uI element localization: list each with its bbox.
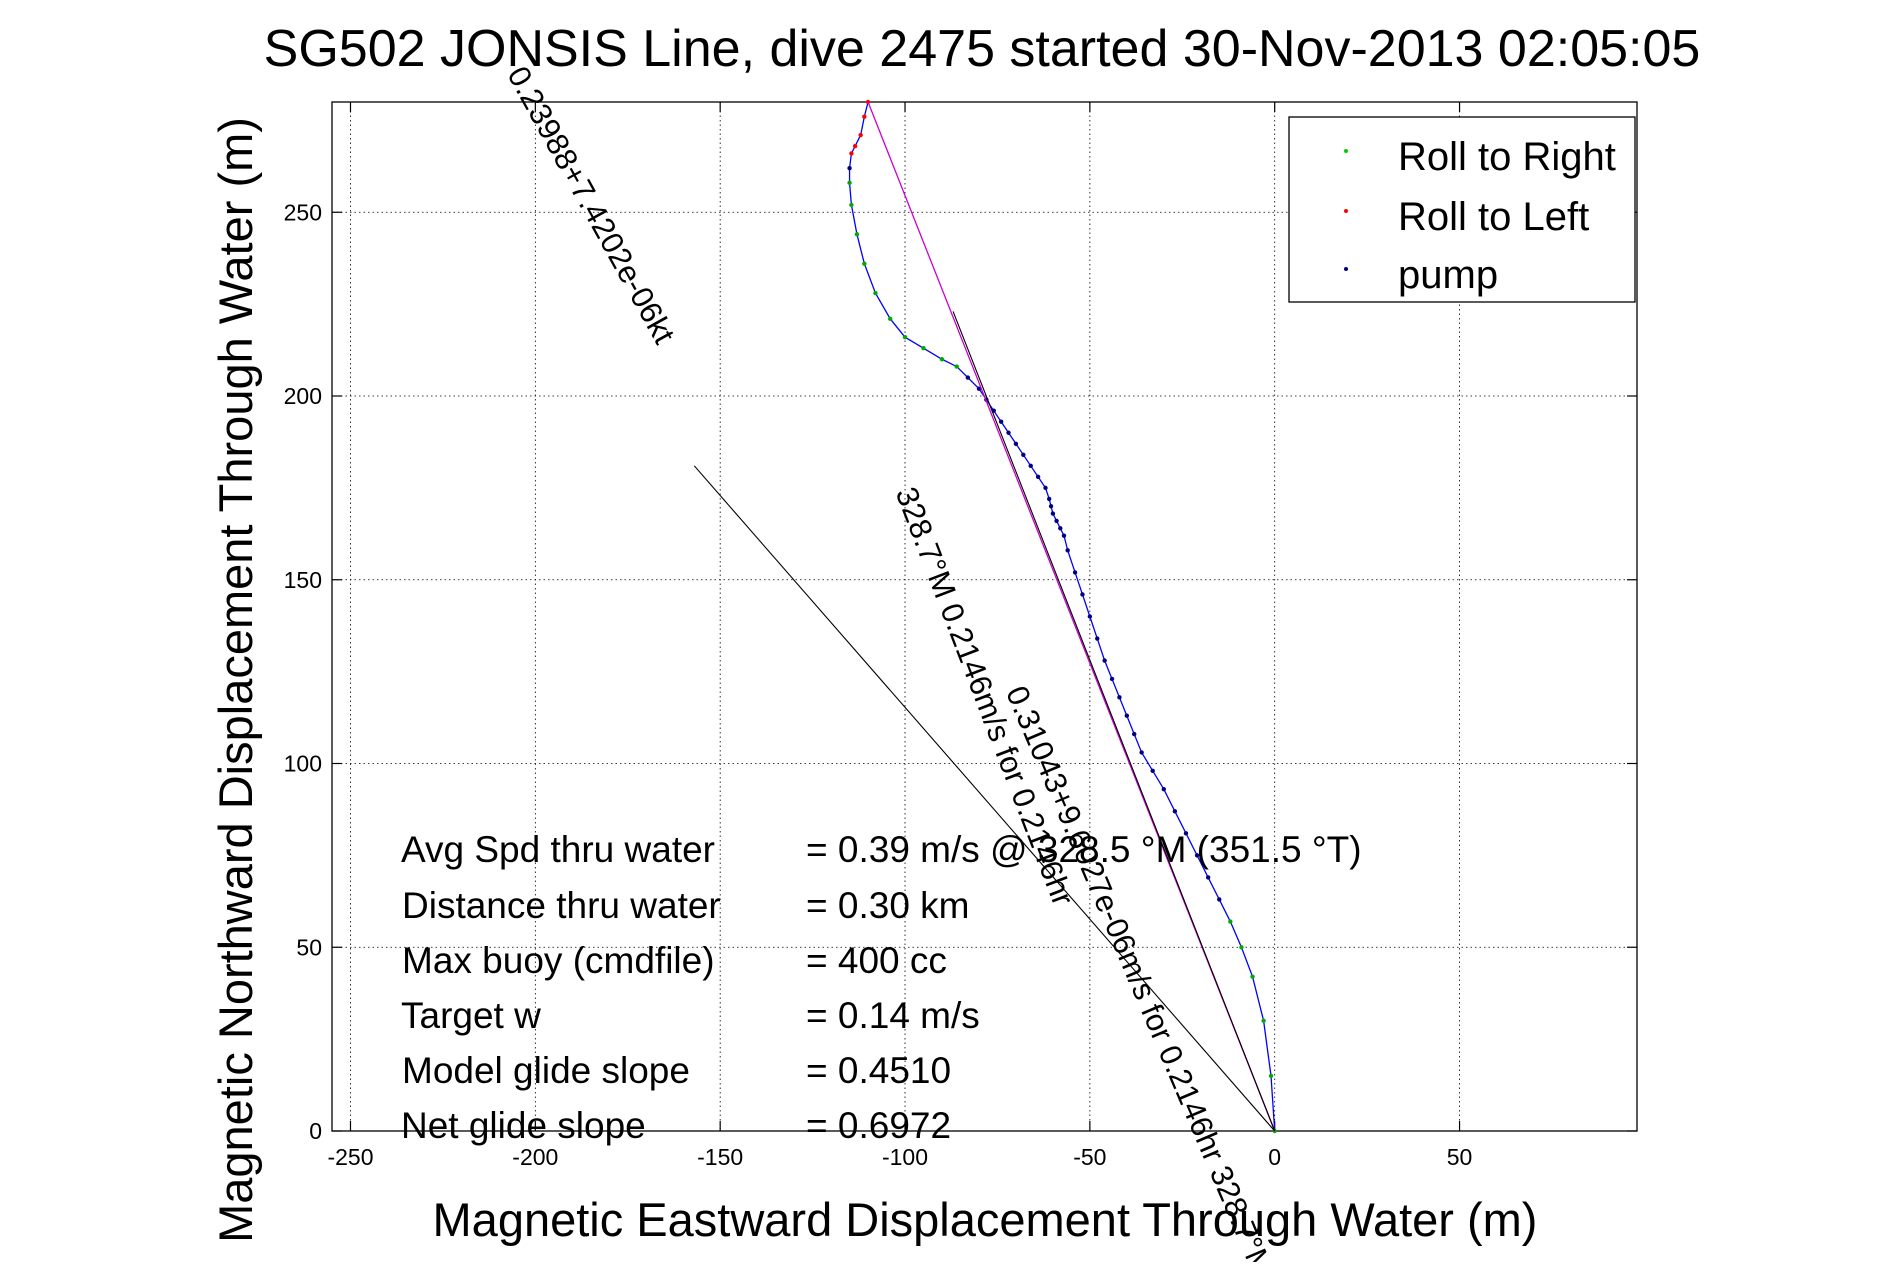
track-point	[854, 232, 860, 237]
stat-value-distance: = 0.30 km	[806, 885, 970, 926]
stat-label-target-w: Target w	[401, 995, 541, 1036]
legend-marker-roll-right	[1344, 149, 1348, 153]
legend-entry-pump: pump	[1344, 253, 1498, 297]
track-point	[1239, 945, 1244, 950]
stat-value-model-glide: = 0.4510	[806, 1050, 951, 1091]
track-point	[1139, 750, 1144, 755]
track-point	[1048, 504, 1054, 509]
track-point	[1150, 768, 1155, 774]
track-point	[858, 132, 863, 138]
y-tick-label: 0	[309, 1118, 322, 1144]
track-point	[1205, 875, 1211, 880]
track-point	[1117, 695, 1122, 700]
track-point	[847, 165, 852, 171]
track-point	[1035, 474, 1041, 480]
chart-title: SG502 JONSIS Line, dive 2475 started 30-…	[264, 20, 1701, 78]
track-point	[1021, 452, 1026, 457]
legend-entry-roll-right: Roll to Right	[1344, 135, 1616, 179]
track-point	[847, 180, 852, 186]
stat-value-target-w: = 0.14 m/s	[806, 995, 980, 1036]
x-tick-label: -100	[882, 1144, 928, 1170]
legend-marker-pump	[1344, 267, 1348, 271]
y-tick-label: 200	[284, 383, 322, 409]
track-point	[1172, 809, 1178, 814]
legend-entry-roll-left: Roll to Left	[1344, 195, 1589, 239]
track-point	[1194, 853, 1200, 858]
x-tick-label: -50	[1073, 1144, 1106, 1170]
track-point	[1268, 1073, 1274, 1079]
x-tick-label: -150	[697, 1144, 743, 1170]
legend-label-roll-left: Roll to Left	[1398, 195, 1589, 239]
stat-label-avg-speed: Avg Spd thru water	[401, 829, 715, 870]
track-point	[1250, 974, 1255, 979]
y-tick-label: 150	[284, 567, 322, 593]
track-point	[873, 290, 878, 296]
track-point	[888, 316, 893, 322]
track-point	[1043, 485, 1048, 491]
track-point	[1050, 511, 1056, 516]
stat-label-net-glide: Net glide slope	[401, 1105, 646, 1146]
reference-line	[952, 311, 1276, 1132]
y-tick-label: 100	[284, 751, 322, 777]
track-point	[921, 346, 926, 351]
track-point	[1261, 1018, 1266, 1023]
track-point	[1217, 897, 1222, 902]
track-point	[1061, 533, 1067, 538]
stat-value-avg-speed: = 0.39 m/s @ 328.5 °M (351.5 °T)	[806, 829, 1362, 870]
x-axis-label: Magnetic Eastward Displacement Through W…	[433, 1193, 1538, 1246]
y-tick-label: 50	[296, 934, 322, 960]
track-point	[1046, 496, 1052, 502]
x-tick-label: -250	[327, 1144, 373, 1170]
y-axis-label: Magnetic Northward Displacement Through …	[209, 117, 262, 1243]
track-point	[1072, 570, 1078, 575]
track-point	[976, 386, 982, 391]
x-tick-label: 0	[1268, 1144, 1281, 1170]
track-point	[1109, 676, 1115, 682]
track-point	[1095, 636, 1100, 641]
track-point	[1228, 919, 1233, 924]
track-point	[965, 375, 971, 380]
legend-label-pump: pump	[1398, 253, 1498, 297]
track-point	[1006, 430, 1011, 435]
stat-value-net-glide: = 0.6972	[806, 1105, 951, 1146]
track-point	[1080, 592, 1085, 597]
track-point	[1183, 831, 1189, 836]
track-point	[1065, 548, 1070, 553]
legend-marker-roll-left	[1344, 209, 1348, 213]
axes-frame	[331, 101, 1638, 1132]
track-point	[1087, 614, 1093, 619]
track-point	[1054, 518, 1059, 524]
track-point	[849, 151, 854, 156]
track-point	[954, 364, 959, 369]
track-point	[902, 335, 908, 340]
stats-block: Avg Spd thru water = 0.39 m/s @ 328.5 °M…	[401, 829, 1362, 1146]
track-point	[862, 114, 867, 119]
track-point	[1013, 441, 1019, 446]
stat-label-model-glide: Model glide slope	[402, 1050, 690, 1091]
x-tick-label: 50	[1447, 1144, 1473, 1170]
track-point	[1058, 526, 1063, 531]
reference-line	[693, 465, 1276, 1132]
stat-label-distance: Distance thru water	[402, 885, 721, 926]
legend: Roll to Right Roll to Left pump	[1288, 116, 1636, 303]
track-point	[1028, 463, 1033, 469]
stat-label-max-buoy: Max buoy (cmdfile)	[402, 940, 715, 981]
track-point	[1124, 713, 1130, 718]
track-point	[852, 143, 858, 149]
legend-label-roll-right: Roll to Right	[1398, 135, 1616, 179]
track-point	[862, 261, 867, 266]
track-point	[998, 419, 1004, 424]
track-point	[939, 357, 945, 362]
track-point	[1161, 787, 1166, 792]
x-tick-label: -200	[512, 1144, 558, 1170]
stat-value-max-buoy: = 400 cc	[806, 940, 947, 981]
track-point	[849, 202, 854, 208]
y-tick-label: 250	[284, 199, 322, 225]
track-point	[1132, 731, 1137, 737]
track-point	[1102, 658, 1107, 663]
